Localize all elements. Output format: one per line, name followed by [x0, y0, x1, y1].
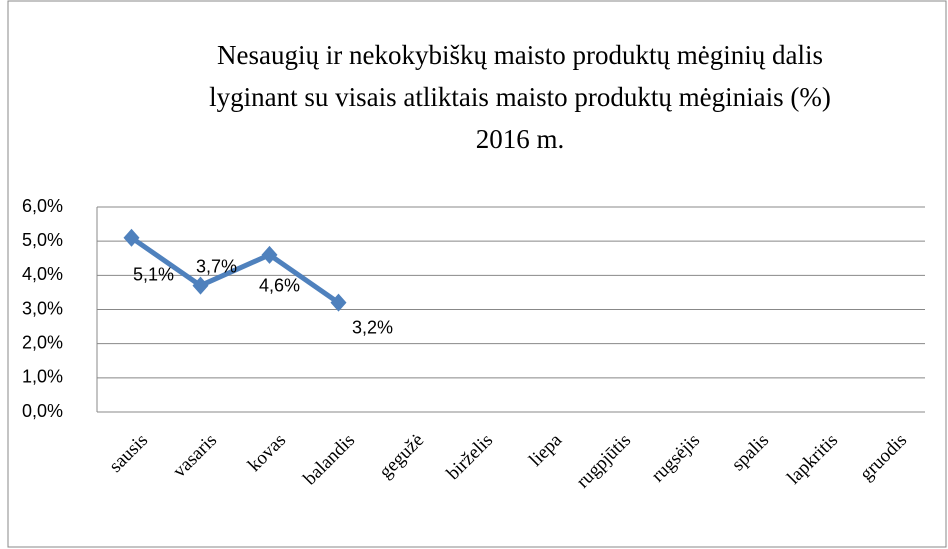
- chart-title: Nesaugių ir nekokybiškų maisto produktų …: [217, 40, 823, 70]
- chart-title: 2016 m.: [476, 124, 565, 154]
- data-label: 4,6%: [259, 276, 300, 296]
- chart-title: lyginant su visais atliktais maisto prod…: [209, 82, 831, 112]
- data-label: 3,7%: [196, 256, 237, 276]
- marker: [192, 276, 209, 295]
- y-tick-label: 1,0%: [22, 367, 63, 387]
- y-tick-label: 3,0%: [22, 298, 63, 318]
- marker: [330, 293, 347, 312]
- y-tick-label: 2,0%: [22, 332, 63, 352]
- line: [130, 235, 340, 305]
- y-tick-label: 5,0%: [22, 230, 63, 250]
- marker: [261, 245, 278, 264]
- data-label: 5,1%: [133, 265, 174, 285]
- data-label: 3,2%: [352, 317, 393, 337]
- chart-frame: [7, 0, 947, 548]
- y-tick-label: 6,0%: [22, 196, 63, 216]
- y-tick-label: 4,0%: [22, 264, 63, 284]
- y-tick-label: 0,0%: [22, 401, 63, 421]
- marker: [123, 228, 140, 247]
